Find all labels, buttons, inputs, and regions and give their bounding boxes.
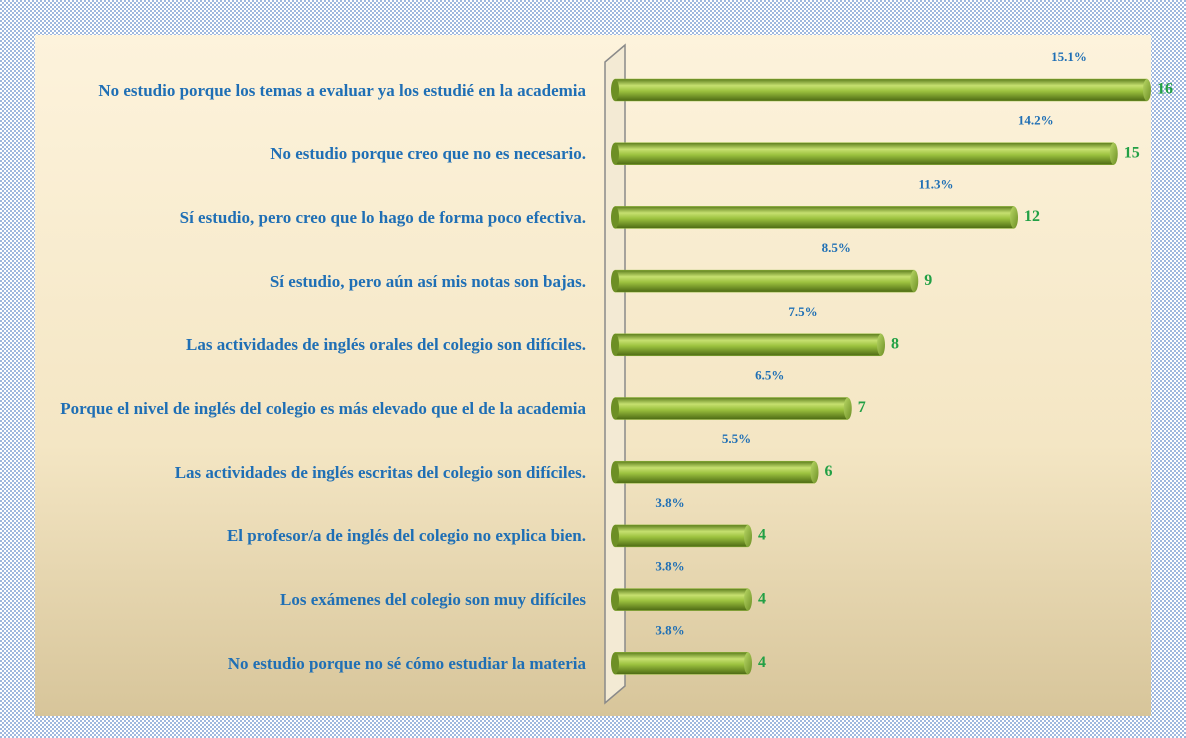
bar-start-cap	[611, 461, 619, 484]
percent-label: 3.8%	[655, 495, 684, 510]
bar-start-cap	[611, 206, 619, 229]
value-label: 16	[1157, 81, 1173, 98]
bar-end-cap	[843, 397, 852, 420]
category-label: No estudio porque creo que no es necesar…	[36, 130, 586, 178]
value-label: 15	[1124, 144, 1140, 161]
percent-label: 7.5%	[788, 304, 817, 319]
category-label: Sí estudio, pero aún así mis notas son b…	[36, 257, 586, 305]
percent-label: 5.5%	[722, 431, 751, 446]
bar-start-cap	[611, 588, 619, 611]
bar-end-cap	[744, 524, 752, 547]
value-label: 4	[758, 590, 766, 607]
bar-end-cap	[1010, 206, 1018, 229]
percent-label: 3.8%	[655, 622, 684, 637]
percent-label: 3.8%	[655, 559, 684, 574]
bar	[614, 397, 848, 420]
category-label: Los exámenes del colegio son muy difícil…	[36, 576, 586, 624]
value-label: 4	[758, 654, 766, 671]
category-label: Sí estudio, pero creo que lo hago de for…	[36, 193, 586, 241]
value-label: 9	[924, 272, 932, 289]
bar-end-cap	[744, 588, 752, 611]
percent-label: 8.5%	[822, 240, 851, 255]
category-text: Porque el nivel de inglés del colegio es…	[60, 399, 586, 418]
bar	[614, 524, 749, 548]
bar-end-cap	[810, 461, 819, 484]
value-label: 4	[758, 527, 766, 544]
bar-start-cap	[611, 79, 619, 101]
category-text: No estudio porque los temas a evaluar ya…	[98, 80, 586, 100]
bar-end-cap	[744, 652, 752, 675]
category-label: Las actividades de inglés orales del col…	[36, 321, 586, 369]
bar-end-cap	[1109, 142, 1118, 165]
percent-label: 15.1%	[1051, 49, 1087, 64]
category-label: No estudio porque los temas a evaluar ya…	[36, 66, 586, 114]
value-label: 6	[825, 463, 833, 480]
bar	[614, 588, 749, 611]
bar	[614, 78, 1148, 102]
percent-label: 6.5%	[755, 367, 784, 382]
category-text: Las actividades de inglés orales del col…	[186, 335, 586, 355]
value-label: 8	[891, 335, 899, 352]
percent-label: 14.2%	[1018, 113, 1054, 128]
bar	[614, 333, 882, 357]
percent-label: 11.3%	[918, 176, 953, 191]
category-text: No estudio porque creo que no es necesar…	[270, 144, 586, 164]
bar-end-cap	[877, 333, 885, 356]
category-text: Los exámenes del colegio son muy difícil…	[280, 590, 586, 610]
category-label: No estudio porque no sé cómo estudiar la…	[36, 639, 586, 687]
category-label: El profesor/a de inglés del colegio no e…	[36, 512, 586, 560]
category-label: Las actividades de inglés escritas del c…	[36, 448, 586, 496]
category-text: Las actividades de inglés escritas del c…	[174, 462, 586, 482]
bar-start-cap	[611, 142, 619, 165]
category-label: Porque el nivel de inglés del colegio es…	[36, 385, 586, 433]
bar-end-cap	[1143, 79, 1151, 101]
category-text: No estudio porque no sé cómo estudiar la…	[227, 653, 586, 673]
bar-start-cap	[611, 270, 619, 293]
value-label: 7	[858, 399, 866, 416]
bar	[614, 652, 749, 675]
bar	[614, 460, 815, 484]
category-text: El profesor/a de inglés del colegio no e…	[226, 526, 586, 546]
bar	[614, 206, 1015, 229]
bar-start-cap	[611, 333, 619, 356]
category-text: Sí estudio, pero creo que lo hago de for…	[179, 207, 586, 227]
bar-end-cap	[910, 270, 919, 293]
category-text: Sí estudio, pero aún así mis notas son b…	[269, 271, 586, 291]
bar	[614, 269, 915, 293]
bar	[614, 142, 1114, 165]
bar-start-cap	[611, 524, 619, 547]
bar-start-cap	[611, 397, 619, 420]
bar-start-cap	[611, 652, 619, 675]
value-label: 12	[1024, 208, 1040, 225]
